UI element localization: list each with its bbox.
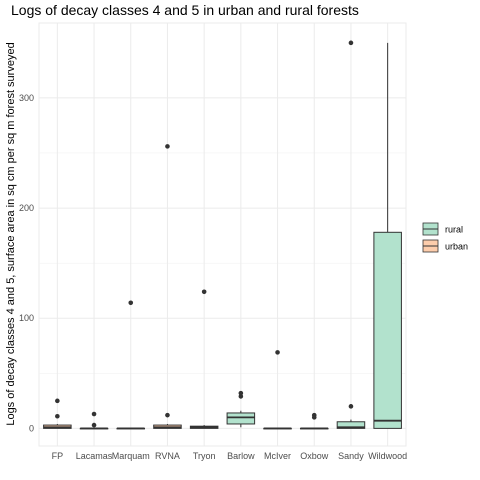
outlier-point (165, 412, 170, 418)
x-tick-label: Sandy (338, 451, 364, 461)
outlier-point (348, 404, 354, 409)
box-body (336, 421, 366, 429)
plot-panel (38, 22, 407, 447)
outlier-point (128, 300, 134, 306)
box-tryon (189, 289, 219, 429)
legend-item-rural: rural (422, 222, 463, 236)
outlier-point (55, 398, 60, 404)
box-rvna (153, 144, 182, 429)
y-tick-label: 300 (19, 93, 34, 103)
outlier-point (348, 40, 354, 46)
box-sandy (336, 40, 366, 429)
x-axis: FP Lacamas Marquam RVNA Tryon Barlow McIver Oxb… (52, 451, 408, 461)
y-tick-label: 0 (29, 423, 34, 433)
outlier-point (55, 413, 60, 419)
x-tick-label: Barlow (227, 451, 255, 461)
outlier-point (275, 350, 280, 355)
outlier-point (238, 394, 244, 399)
legend: rural urban (422, 222, 468, 253)
outlier-point (201, 289, 207, 295)
x-tick-label: FP (52, 451, 64, 461)
box-lacamas (79, 411, 109, 430)
x-tick-label: RVNA (155, 451, 180, 461)
legend-label: rural (445, 225, 463, 235)
legend-item-urban: urban (422, 239, 468, 253)
box-layer (43, 40, 402, 430)
outlier-point (238, 390, 244, 396)
outlier-point (91, 411, 97, 417)
x-tick-label: Lacamas (76, 451, 113, 461)
box-fp (43, 398, 72, 429)
x-tick-label: Oxbow (300, 451, 329, 461)
box-marquam (116, 300, 146, 430)
y-tick-label: 200 (19, 203, 34, 213)
box-wildwood (373, 42, 402, 429)
x-tick-label: McIver (264, 451, 291, 461)
legend-label: urban (445, 242, 468, 252)
y-axis: 0 100 200 300 (19, 93, 34, 433)
x-tick-label: Tryon (193, 451, 216, 461)
box-mciver (263, 350, 292, 430)
box-barlow (226, 390, 256, 428)
y-axis-label: Logs of decay classes 4 and 5, surface a… (5, 42, 17, 425)
box-body (373, 231, 402, 429)
x-tick-label: Wildwood (368, 451, 407, 461)
outlier-point (165, 144, 170, 149)
x-tick-label: Marquam (112, 451, 150, 461)
y-tick-label: 100 (19, 313, 34, 323)
outlier-point (311, 415, 317, 420)
outlier-point (91, 422, 97, 428)
box-oxbow (299, 412, 329, 430)
chart-title: Logs of decay classes 4 and 5 in urban a… (11, 2, 359, 18)
box-body (226, 412, 256, 425)
grid-lines (39, 23, 406, 446)
